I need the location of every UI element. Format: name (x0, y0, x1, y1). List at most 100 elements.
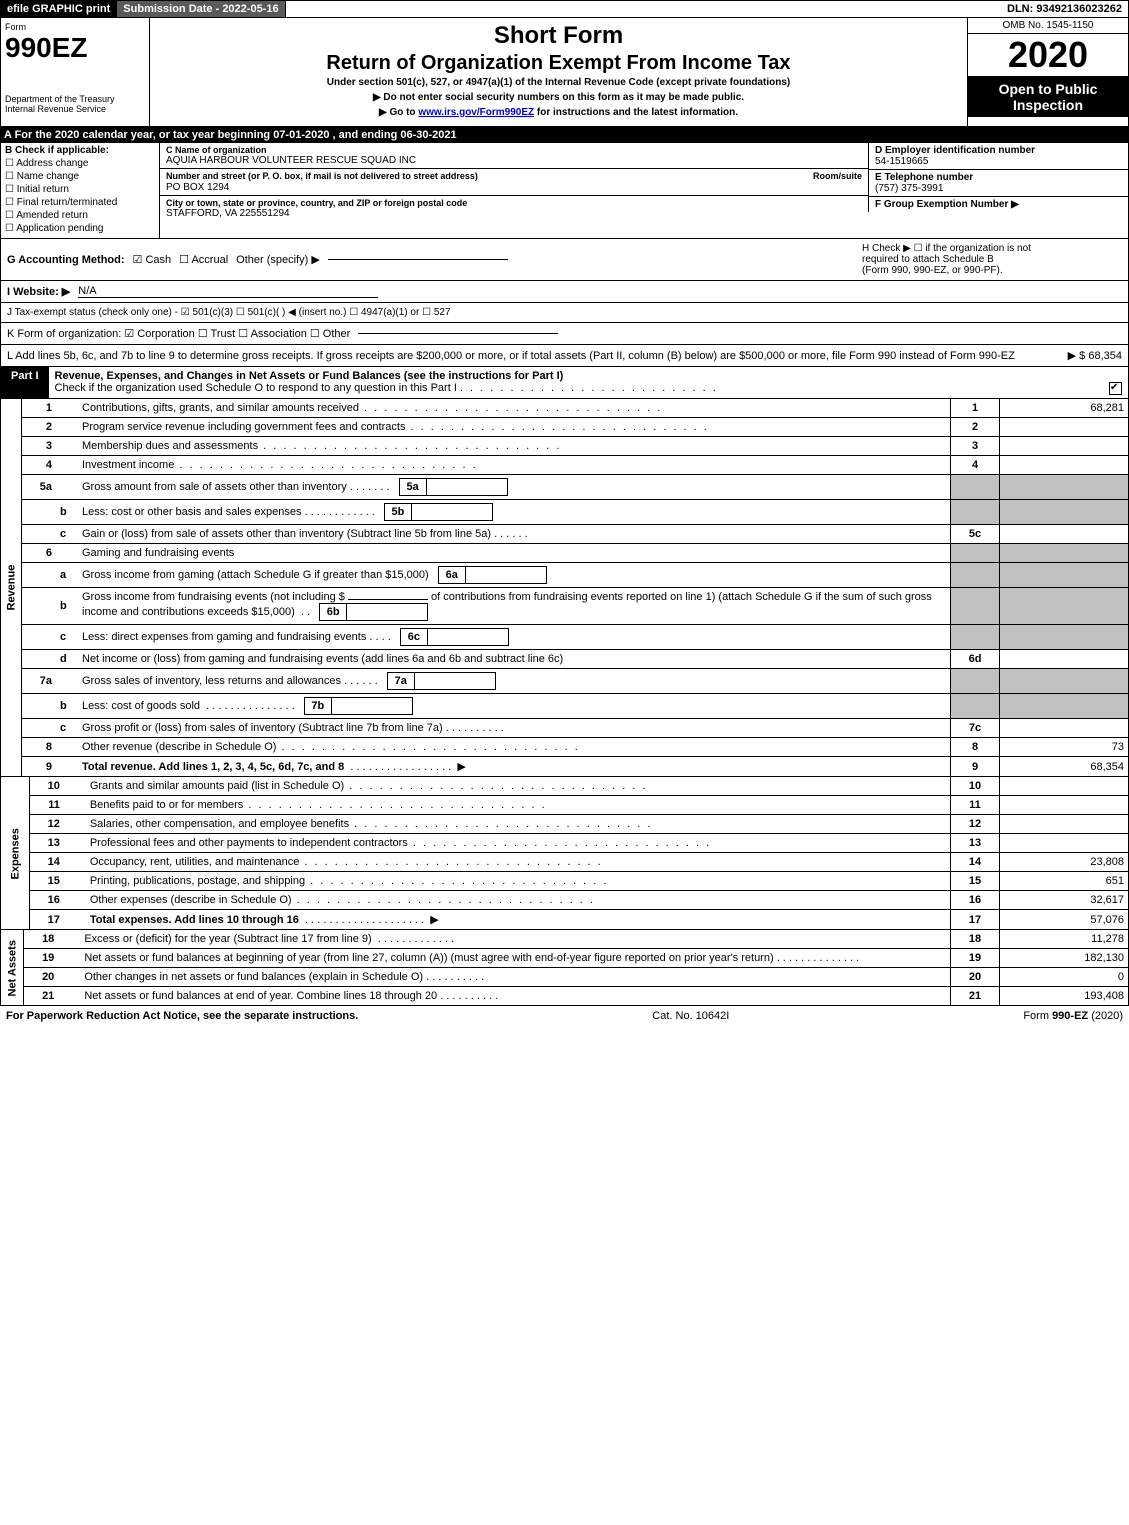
ln-1: 1 (22, 399, 57, 418)
line1-val: 68,281 (1000, 399, 1129, 418)
d-ein-cell: D Employer identification number 54-1519… (868, 143, 1128, 170)
line6c-mini-val[interactable] (427, 628, 509, 646)
chk-final-return[interactable]: ☐ Final return/terminated (5, 197, 155, 208)
line11-num: 11 (951, 796, 1000, 815)
section-def: D Employer identification number 54-1519… (868, 143, 1128, 238)
line1-dots (359, 402, 662, 414)
line8-num: 8 (951, 738, 1000, 757)
g-other-blank[interactable] (328, 259, 508, 260)
chk-pending-label: Application pending (16, 223, 103, 234)
city-label: City or town, state or province, country… (166, 198, 862, 208)
line6-rval-shade (1000, 544, 1129, 563)
chk-final-label: Final return/terminated (17, 197, 118, 208)
l-text: L Add lines 5b, 6c, and 7b to line 9 to … (7, 350, 1015, 362)
irs-link[interactable]: www.irs.gov/Form990EZ (418, 107, 534, 118)
line6a-desc: Gross income from gaming (attach Schedul… (82, 569, 429, 581)
k-other-blank[interactable] (358, 333, 558, 334)
goto-link-line: ▶ Go to www.irs.gov/Form990EZ for instru… (156, 107, 961, 118)
line7a-desc: Gross sales of inventory, less returns a… (82, 675, 341, 687)
footer-pra: For Paperwork Reduction Act Notice, see … (6, 1010, 358, 1022)
line6d-val (1000, 650, 1129, 669)
line20-num: 20 (951, 968, 1000, 987)
ln-6d: d (56, 650, 78, 669)
open-to-public: Open to Public Inspection (968, 77, 1128, 117)
line5a-mini-val[interactable] (426, 478, 508, 496)
line6a-rval-shade (1000, 563, 1129, 588)
expenses-side-label: Expenses (1, 777, 30, 930)
ln-9: 9 (22, 757, 57, 777)
topbar-spacer (286, 1, 1001, 17)
ln-6a: a (56, 563, 78, 588)
footer-form: Form 990-EZ (2020) (1023, 1010, 1123, 1022)
chk-initial-return[interactable]: ☐ Initial return (5, 184, 155, 195)
line6a-mini-val[interactable] (465, 566, 547, 584)
line5b-mini-val[interactable] (411, 503, 493, 521)
ln-7a: 7a (22, 669, 57, 694)
line21-desc: Net assets or fund balances at end of ye… (84, 990, 437, 1002)
line13-dots (408, 837, 711, 849)
g-cash[interactable]: ☑ Cash (133, 253, 172, 266)
info-block: B Check if applicable: ☐ Address change … (0, 143, 1129, 239)
h-line3: (Form 990, 990-EZ, or 990-PF). (862, 265, 1122, 276)
chk-name-label: Name change (17, 171, 79, 182)
header-right: OMB No. 1545-1150 2020 Open to Public In… (968, 18, 1128, 126)
line19-desc: Net assets or fund balances at beginning… (84, 952, 773, 964)
line6b-blank[interactable] (348, 599, 428, 600)
line6b-mini-num: 6b (319, 603, 346, 621)
internal-revenue-service: Internal Revenue Service (5, 104, 145, 114)
line17-num: 17 (951, 910, 1000, 930)
line9-val: 68,354 (1000, 757, 1129, 777)
ln-4: 4 (22, 456, 57, 475)
line7b-rval-shade (1000, 694, 1129, 719)
line7a-mini-val[interactable] (414, 672, 496, 690)
line3-dots (258, 440, 561, 452)
line6c-desc: Less: direct expenses from gaming and fu… (82, 631, 366, 643)
line16-desc: Other expenses (describe in Schedule O) (90, 894, 292, 906)
chk-address-label: Address change (16, 158, 88, 169)
chk-name-change[interactable]: ☐ Name change (5, 171, 155, 182)
line12-dots (349, 818, 652, 830)
e-phone-value: (757) 375-3991 (875, 183, 943, 194)
chk-address-change[interactable]: ☐ Address change (5, 158, 155, 169)
ln-5c: c (56, 525, 78, 544)
h-line2: required to attach Schedule B (862, 254, 1122, 265)
g-other[interactable]: Other (specify) ▶ (236, 253, 320, 266)
line6b-rval-shade (1000, 588, 1129, 625)
e-phone-cell: E Telephone number (757) 375-3991 (868, 170, 1128, 197)
chk-application-pending[interactable]: ☐ Application pending (5, 223, 155, 234)
line3-num: 3 (951, 437, 1000, 456)
line5a-rnum-shade (951, 475, 1000, 500)
line14-dots (299, 856, 602, 868)
return-title: Return of Organization Exempt From Incom… (156, 52, 961, 75)
line2-desc: Program service revenue including govern… (82, 421, 405, 433)
g-cash-label: Cash (145, 254, 171, 266)
line8-dots (276, 741, 579, 753)
line16-dots (292, 894, 595, 906)
line7b-mini-val[interactable] (331, 697, 413, 715)
line7a-mini-num: 7a (387, 672, 414, 690)
line6c-rval-shade (1000, 625, 1129, 650)
line6b-desc-pre: Gross income from fundraising events (no… (82, 591, 345, 603)
line16-num: 16 (951, 891, 1000, 910)
short-form-title: Short Form (156, 22, 961, 50)
line20-desc: Other changes in net assets or fund bala… (84, 971, 423, 983)
ln-14: 14 (29, 853, 64, 872)
g-accrual[interactable]: ☐ Accrual (179, 253, 228, 266)
ssn-warning: ▶ Do not enter social security numbers o… (156, 92, 961, 103)
section-b: B Check if applicable: ☐ Address change … (1, 143, 160, 238)
line6b-mini-val[interactable] (346, 603, 428, 621)
line6a-rnum-shade (951, 563, 1000, 588)
ln-7b: b (56, 694, 78, 719)
line7b-mini-num: 7b (304, 697, 331, 715)
city-cell: City or town, state or province, country… (160, 196, 868, 221)
chk-amended-return[interactable]: ☐ Amended return (5, 210, 155, 221)
ln-11: 11 (29, 796, 64, 815)
d-ein-value: 54-1519665 (875, 156, 928, 167)
l-row: L Add lines 5b, 6c, and 7b to line 9 to … (0, 345, 1129, 367)
line4-desc: Investment income (82, 459, 174, 471)
j-text: J Tax-exempt status (check only one) - ☑… (7, 307, 451, 318)
form-number: 990EZ (5, 32, 145, 64)
line21-val: 193,408 (1000, 987, 1129, 1006)
part1-checkbox[interactable] (1109, 382, 1122, 395)
tax-year: 2020 (968, 34, 1128, 77)
